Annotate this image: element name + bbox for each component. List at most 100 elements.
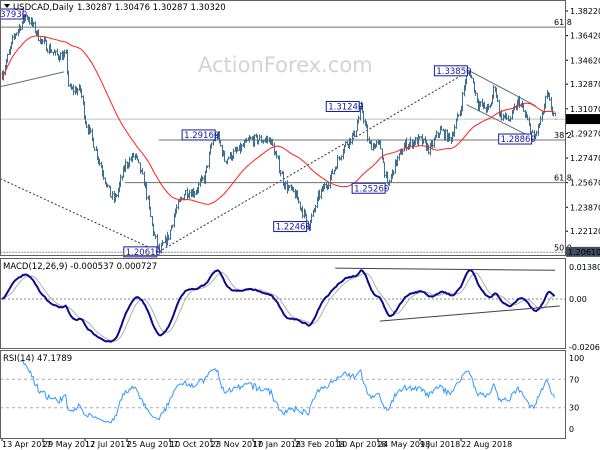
price-bar [271,138,274,147]
price-axis-label: 1.34620 [570,56,600,65]
price-bar [487,103,490,110]
price-axis-label: 1.31070 [570,105,600,114]
pivot-label[interactable]: 1.25260 [351,182,389,194]
price-bar [11,34,14,45]
price-bar [544,95,547,109]
pivot-label[interactable]: 1.37930 [0,8,27,20]
price-axis-label: 1.36420 [570,32,600,41]
price-bar [496,94,499,103]
price-bar [366,124,369,142]
price-bar [297,196,300,204]
price-bar [383,161,386,178]
fib-level-label: 38.2 [554,131,572,140]
pivot-label-text: 1.31240 [328,102,363,112]
price-bar [115,194,118,198]
date-axis-label: 22 Aug 2018 [461,440,512,449]
trendline[interactable] [469,70,536,107]
fib-level-label: 61.8 [554,18,572,27]
price-bar [67,70,70,87]
pivot-label-text: 1.29160 [184,131,219,141]
collapse-triangle-icon[interactable] [4,4,10,8]
trendline[interactable] [158,70,470,253]
pivot-label-text: 1.28860 [501,135,536,145]
trendline[interactable] [466,104,528,136]
price-bar [392,170,395,176]
price-bar [149,206,152,218]
price-bar [275,150,278,159]
price-bar [409,136,412,147]
pivot-label-text: 1.25260 [354,184,389,194]
price-axis-label: 1.27470 [570,154,600,163]
date-axis-label: 10 Apr 2018 [337,440,386,449]
price-bar [535,130,538,137]
rsi-axis-label: 70 [569,375,579,384]
date-axis-label: 9 Jul 2018 [420,440,460,449]
price-bar [279,169,282,177]
moving-average-line [1,35,555,205]
price-bar [50,49,53,53]
price-bar [305,213,308,222]
price-bar [531,129,534,133]
price-bar [141,168,144,175]
price-bar [210,142,213,149]
trendline[interactable] [0,178,159,253]
price-bar [357,115,360,124]
price-bar [284,180,287,190]
date-axis-label: 24 May 2018 [378,440,430,449]
axis-layer: 1.38220 1.36420 1.34620 1.32870 1.31070 1.292… [1,7,600,449]
pivot-label[interactable]: 1.22460 [273,221,311,233]
price-bar [28,16,31,25]
price-bar [474,90,477,96]
price-bar [249,136,252,140]
price-bar [111,191,114,200]
price-bar [54,50,57,56]
macd-title: MACD(12,26,9) -0.000537 0.000727 [3,262,157,272]
price-axis-label: 1.32870 [570,80,600,89]
price-bar [19,25,22,32]
price-bar [483,101,486,109]
price-bar [362,110,365,124]
symbol-label: USDCAD,Daily [13,3,74,13]
price-bar [435,130,438,138]
rsi-panel-frame [0,350,566,439]
watermark: ActionForex.com [198,53,373,77]
date-axis-label: 13 Apr 2017 [2,440,51,449]
pivot-label[interactable]: 1.28860 [498,133,536,145]
price-bar [89,127,92,134]
pivot-label[interactable]: 1.31240 [325,100,363,112]
trendline-layer: 61.8 38.2 61.8 50.0 [0,18,572,253]
pivot-label[interactable]: 1.20610 [123,246,161,258]
price-bar [169,229,172,240]
price-axis-label: 1.25670 [570,179,600,188]
rsi-layer [0,360,565,424]
price-bar [41,38,44,45]
macd-layer [0,267,565,343]
price-bar [418,136,421,139]
pivot-label[interactable]: 1.33850 [433,65,472,77]
price-box-text: 1.30320 [568,115,600,124]
price-bar [6,53,9,63]
price-axis-label: 1.38220 [570,7,600,16]
macd-trendline[interactable] [379,305,560,322]
price-bar [349,137,352,145]
price-bar [37,29,40,42]
trendline[interactable] [0,71,65,88]
macd-trendline[interactable] [335,267,556,271]
price-bar [93,146,96,151]
price-bar [253,134,256,147]
price-bar [427,144,430,155]
price-bar [85,121,88,129]
price-bar [470,74,473,79]
annotation-layer: 1.37930 1.20610 1.29160 1.22460 1.31240 1.252… [0,8,536,258]
price-bar [201,176,204,182]
price-bar [206,165,209,168]
price-bar [188,189,191,199]
ohlc-readout: 1.30287 1.30476 1.30287 1.30320 [77,3,226,13]
price-bar [539,116,542,125]
price-bar [492,85,495,99]
price-bar [336,154,339,169]
price-bar [453,124,456,137]
rsi-title: RSI(14) 47.1789 [3,354,72,364]
pivot-label[interactable]: 1.29160 [181,129,219,141]
price-bar [158,243,161,253]
